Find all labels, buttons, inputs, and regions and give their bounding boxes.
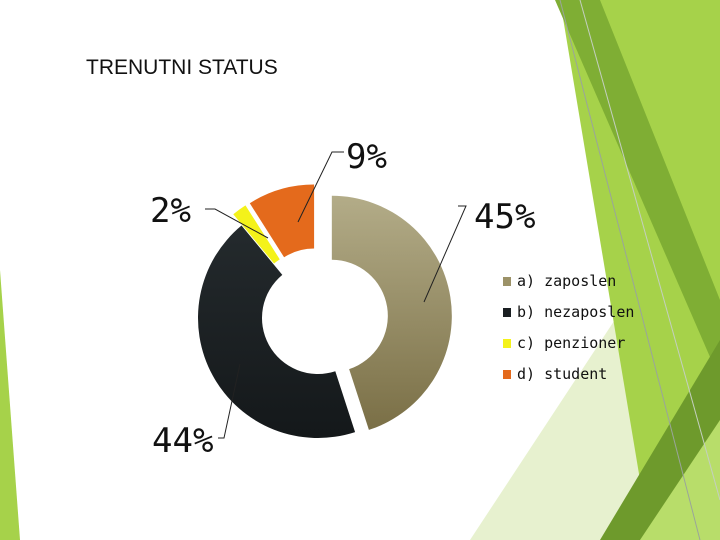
- legend-label-nezaposlen: b) nezaposlen: [517, 303, 634, 321]
- leader-line-nezaposlen: [218, 363, 241, 439]
- data-label-zaposlen: 45%: [474, 197, 535, 237]
- slice-nezaposlen: [198, 225, 356, 438]
- legend-swatch-student: [503, 370, 511, 379]
- data-label-student: 9%: [346, 137, 387, 177]
- slice-zaposlen: [331, 195, 452, 430]
- legend-swatch-zaposlen: [503, 277, 511, 286]
- legend-swatch-nezaposlen: [503, 308, 511, 317]
- legend-swatch-penzioner: [503, 339, 511, 348]
- deco-line: [579, 0, 720, 501]
- chart-legend: a) zaposlen b) nezaposlen c) penzioner d) s…: [503, 272, 634, 383]
- slice-penzioner: [233, 205, 280, 264]
- deco-left-edge: [0, 270, 20, 540]
- leader-line-penzioner: [205, 208, 269, 239]
- chart-leader-lines: [205, 151, 467, 439]
- deco-light-overlay: [640, 420, 720, 540]
- deco-line: [559, 0, 701, 540]
- deco-light-green-strip: [560, 0, 720, 540]
- leader-line-zaposlen: [423, 205, 467, 303]
- slide-title: TRENUTNI STATUS: [86, 56, 278, 79]
- data-label-nezaposlen: 44%: [152, 421, 213, 461]
- data-label-penzioner: 2%: [150, 191, 191, 231]
- leader-line-student: [297, 151, 344, 223]
- legend-label-penzioner: c) penzioner: [517, 334, 625, 352]
- chart-slices: [198, 184, 452, 438]
- legend-label-zaposlen: a) zaposlen: [517, 272, 616, 290]
- legend-label-student: d) student: [517, 365, 607, 383]
- deco-mid-green-strip: [555, 0, 720, 380]
- chart-data-labels: 45% 44% 2% 9%: [150, 137, 535, 461]
- slice-student: [249, 184, 315, 258]
